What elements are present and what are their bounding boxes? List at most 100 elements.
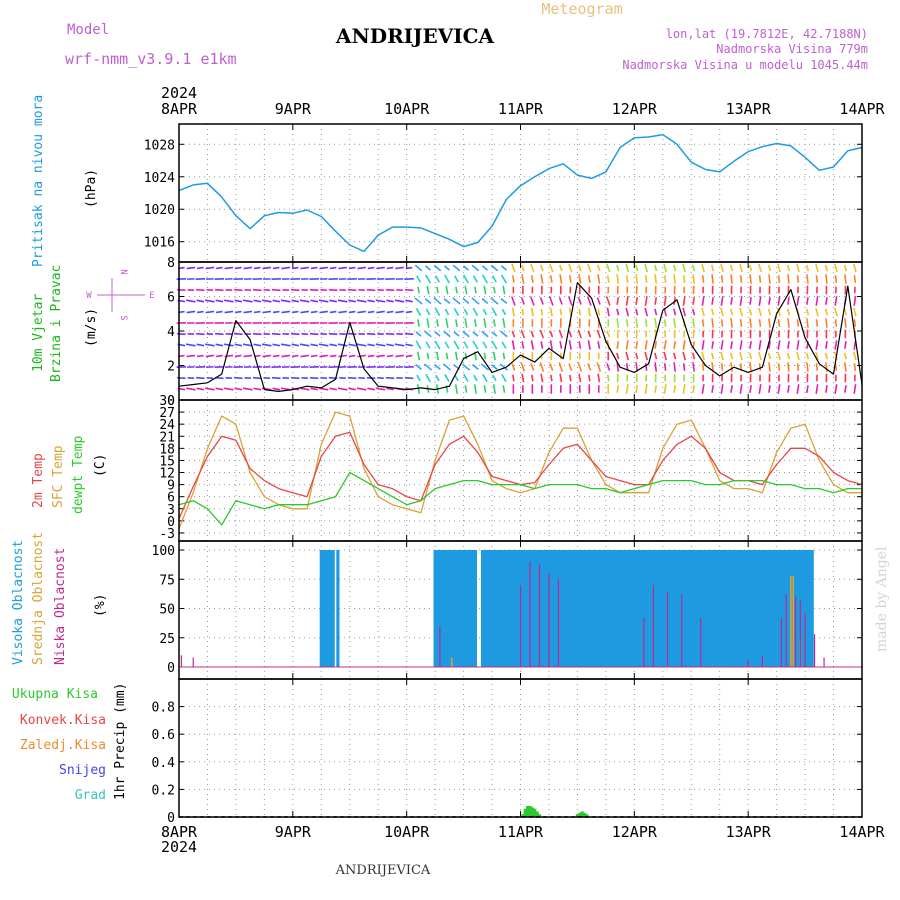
wind-arrow: [730, 297, 733, 305]
x-tick-label-top: 14APR: [839, 100, 885, 118]
wind-arrow: [521, 341, 525, 349]
x-tick-label-top: 13APR: [726, 100, 772, 118]
wind-arrow: [796, 319, 800, 327]
wind-arrow: [490, 297, 499, 305]
wind-arrow: [454, 351, 458, 361]
cloud-label-high: Visoka Oblacnost: [11, 540, 26, 665]
temp-label-sfc: SFC Temp: [51, 445, 66, 508]
wind-arrow: [424, 297, 432, 305]
wind-arrow: [587, 275, 591, 283]
wind-arrow: [673, 362, 677, 372]
wind-arrow: [366, 332, 376, 336]
wind-arrow: [834, 307, 838, 317]
cloud-high-bar: [499, 550, 504, 667]
wind-arrow: [834, 296, 838, 306]
wind-arrow: [511, 263, 516, 273]
wind-arrow: [568, 374, 572, 382]
wind-arrow: [692, 274, 695, 284]
wind-arrow: [395, 310, 404, 314]
wind-arrow: [473, 384, 478, 394]
y-tick-label: 100: [152, 544, 175, 559]
wind-arrow: [749, 385, 752, 393]
x-tick-label-top: 12APR: [612, 100, 658, 118]
wind-arrow: [549, 374, 553, 382]
wind-unit: (m/s): [84, 308, 99, 347]
x-tick-label-bottom: 14APR: [839, 823, 885, 841]
wind-arrow: [796, 384, 800, 394]
cloud-high-bar: [701, 550, 705, 667]
cloud-high-bar: [675, 550, 679, 667]
y-tick-label: 4: [167, 325, 175, 340]
direction-legend: N E W S: [86, 269, 154, 320]
wind-arrow: [444, 341, 450, 349]
wind-arrow: [319, 266, 328, 270]
wind-arrow: [356, 299, 367, 303]
wind-arrow: [463, 373, 469, 383]
wind-arrow: [415, 363, 422, 371]
cloud-high-bar: [699, 550, 703, 667]
wind-arrow: [423, 363, 433, 371]
cloud-high-bar: [713, 550, 717, 667]
wind-arrow: [834, 340, 838, 350]
wind-arrow: [758, 351, 762, 361]
cloud-high-bar: [445, 550, 449, 667]
wind-arrow: [806, 362, 809, 372]
wind-arrow: [625, 263, 630, 273]
wind-arrow: [597, 341, 601, 349]
wind-arrow: [357, 354, 366, 358]
wind-arrow: [654, 308, 658, 316]
wind-arrow: [291, 299, 300, 303]
y-tick-label: 24: [159, 418, 175, 433]
wind-arrow: [701, 351, 705, 361]
wind-arrow: [682, 351, 687, 361]
wind-arrow: [426, 318, 430, 328]
cloud-high-bar: [656, 550, 660, 667]
cloud-high-bar: [599, 550, 603, 667]
wind-arrow: [511, 330, 516, 338]
wind-arrow: [348, 354, 356, 358]
cloud-high-bar: [772, 550, 776, 667]
cloud-high-bar: [540, 550, 544, 667]
wind-arrow: [414, 297, 423, 305]
wind-arrow: [299, 299, 310, 303]
wind-arrow: [825, 297, 828, 305]
wind-arrow: [568, 275, 572, 283]
wind-arrow: [482, 308, 488, 316]
y-tick-label: 0.6: [152, 728, 175, 743]
cloud-high-bar: [509, 550, 513, 667]
wind-arrow: [711, 274, 714, 284]
wind-arrow: [805, 308, 810, 316]
wind-arrow: [748, 352, 753, 360]
cloud-high-bar: [689, 550, 693, 667]
wind-arrow: [474, 319, 477, 327]
cloud-high-bar: [511, 550, 515, 667]
wind-arrow: [271, 288, 281, 292]
wind-arrow: [424, 274, 432, 284]
wind-arrow: [443, 297, 451, 305]
wind-arrow: [605, 296, 611, 306]
wind-arrow: [444, 373, 450, 383]
wind-arrow: [472, 363, 479, 371]
cloud-high-bar: [450, 550, 454, 667]
cloud-high-bar: [620, 550, 625, 667]
x-tick-label-bottom: 10APR: [384, 823, 430, 841]
cloud-high-bar: [739, 550, 743, 667]
wind-arrow: [281, 354, 291, 358]
wind-arrow: [481, 330, 489, 338]
wind-arrow: [616, 362, 620, 372]
wind-arrow: [568, 263, 573, 273]
cloud-high-bar: [568, 550, 572, 667]
cloud-high-bar: [554, 550, 558, 667]
wind-arrow: [824, 264, 829, 272]
wind-arrow: [281, 266, 291, 270]
wind-arrow: [720, 351, 724, 361]
wind-arrow: [720, 363, 724, 371]
wind-arrow: [587, 307, 591, 317]
wind-arrow: [319, 310, 328, 314]
wind-arrow: [682, 307, 687, 317]
wind-arrow: [787, 318, 790, 328]
temp-label-dew: dewpt Temp: [71, 436, 86, 514]
wind-arrow: [606, 263, 611, 273]
wind-arrow: [436, 319, 439, 327]
credit-text: made by Angel: [874, 546, 890, 652]
